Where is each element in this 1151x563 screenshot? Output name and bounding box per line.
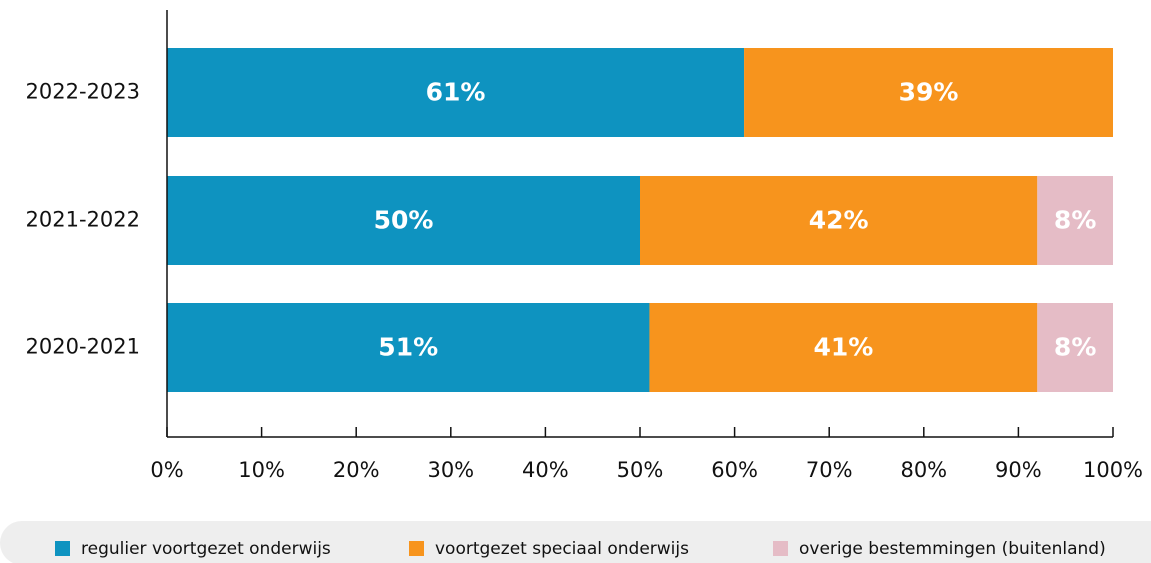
y-tick-label: 2020-2021 [26,335,140,359]
bar-segment [1037,176,1113,265]
x-tick-label: 30% [427,458,474,482]
legend-label: voortgezet speciaal onderwijs [435,539,689,559]
legend-background [0,521,1151,563]
x-tick-label: 10% [238,458,285,482]
bar-segment [649,303,1038,392]
x-tick-label: 50% [617,458,664,482]
data-label: 41% [813,333,873,362]
legend-label: overige bestemmingen (buitenland) [799,539,1106,559]
x-tick-label: 40% [522,458,569,482]
bar-segment [167,176,640,265]
y-tick-label: 2021-2022 [26,208,140,232]
legend-swatch [773,541,788,556]
data-label: 8% [1054,333,1096,362]
bar-segment [744,48,1113,137]
legend-label: regulier voortgezet onderwijs [81,539,331,559]
x-tick-label: 80% [900,458,947,482]
data-label: 61% [426,78,486,107]
bar-segment [167,48,745,137]
x-tick-label: 20% [333,458,380,482]
x-tick-label: 90% [995,458,1042,482]
data-label: 51% [378,333,438,362]
legend-swatch [55,541,70,556]
x-tick-label: 0% [150,458,183,482]
bar-segment [640,176,1038,265]
data-label: 8% [1054,206,1096,235]
y-tick-label: 2022-2023 [26,80,140,104]
data-label: 42% [809,206,869,235]
data-label: 39% [899,78,959,107]
x-tick-label: 100% [1083,458,1143,482]
legend-swatch [409,541,424,556]
bar-segment [1037,303,1113,392]
x-tick-label: 70% [806,458,853,482]
x-tick-label: 60% [711,458,758,482]
bar-segment [167,303,650,392]
data-label: 50% [374,206,434,235]
